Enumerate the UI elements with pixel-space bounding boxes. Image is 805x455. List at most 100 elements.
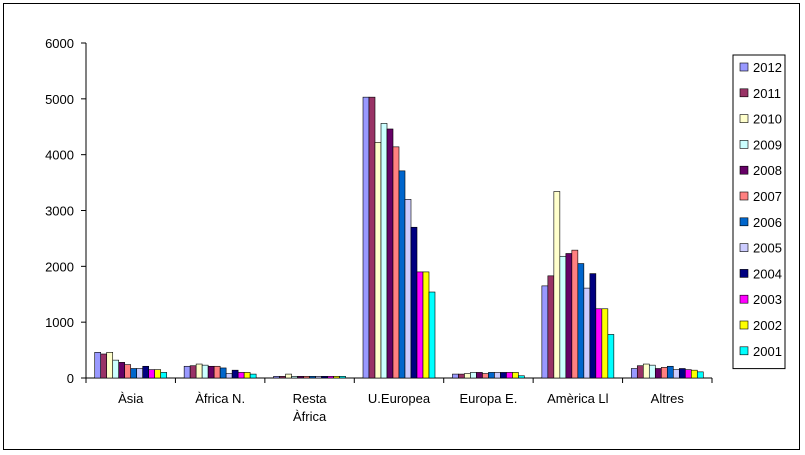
bar-2008-3 (386, 128, 394, 379)
bar-2004-0 (142, 365, 150, 379)
bar-2004-6 (678, 368, 686, 379)
legend-swatch-2011 (739, 88, 749, 98)
legend-swatch-2009 (739, 140, 749, 149)
legend-label-2005: 2005 (753, 241, 782, 256)
bar-2006-6 (666, 365, 674, 379)
bar-2007-3 (392, 146, 400, 379)
bar-2008-4 (476, 372, 483, 379)
bar-2003-2 (327, 376, 334, 379)
bar-2012-0 (94, 352, 102, 379)
bar-2004-3 (410, 226, 418, 379)
bar-2005-6 (672, 369, 680, 379)
bar-2003-3 (416, 271, 424, 379)
bar-2004-2 (321, 376, 328, 379)
legend-swatch-2008 (739, 165, 749, 175)
bar-2001-6 (696, 371, 704, 379)
bar-2008-5 (565, 253, 573, 379)
legend-label-2002: 2002 (753, 318, 782, 333)
bar-2003-5 (595, 308, 603, 379)
bar-2005-4 (494, 372, 501, 379)
bar-2008-6 (654, 368, 662, 379)
bar-2009-6 (648, 364, 656, 379)
bar-2007-2 (303, 376, 310, 379)
bar-2011-1 (189, 365, 197, 379)
bar-2009-3 (380, 123, 388, 379)
legend-swatch-2010 (739, 114, 749, 123)
bar-2007-4 (482, 373, 489, 379)
legend-label-2010: 2010 (753, 112, 782, 127)
bar-2010-6 (642, 363, 650, 379)
bar-2003-4 (506, 372, 513, 379)
bar-2012-5 (541, 285, 549, 379)
x-category-label: Altres (651, 391, 685, 406)
y-tick-label: 2000 (45, 259, 74, 274)
bar-2006-2 (309, 376, 316, 379)
bar-2002-6 (690, 369, 698, 379)
legend-swatch-2004 (739, 269, 749, 278)
x-category-label: Resta (293, 391, 328, 406)
bar-2011-0 (100, 353, 108, 379)
legend-swatch-2002 (739, 320, 749, 330)
bar-2006-0 (130, 368, 138, 379)
bar-2010-4 (464, 373, 471, 379)
bar-2001-3 (428, 291, 436, 379)
bar-2002-0 (154, 369, 162, 379)
bar-2002-4 (512, 372, 519, 379)
bar-2009-2 (291, 376, 298, 379)
bar-2011-5 (547, 275, 555, 379)
bar-2012-1 (183, 365, 191, 379)
bar-2010-2 (285, 373, 292, 379)
bar-2006-4 (488, 372, 495, 379)
legend-label-2009: 2009 (753, 137, 782, 152)
legend-label-2007: 2007 (753, 189, 782, 204)
legend-swatch-2007 (739, 191, 749, 201)
bar-2005-3 (404, 199, 412, 379)
bar-2001-5 (607, 334, 615, 379)
bar-2004-5 (589, 273, 597, 379)
bar-2001-4 (518, 375, 525, 379)
legend-swatch-2006 (739, 217, 749, 227)
bar-2011-3 (368, 96, 376, 379)
bar-2008-1 (207, 365, 215, 379)
bar-2009-1 (201, 364, 209, 379)
bar-2004-1 (231, 369, 239, 379)
bar-2001-1 (249, 373, 257, 379)
legend-label-2012: 2012 (753, 60, 782, 75)
x-category-label: Amèrica Ll (547, 391, 609, 406)
bar-2001-0 (160, 372, 168, 379)
legend-label-2006: 2006 (753, 215, 782, 230)
legend-label-2004: 2004 (753, 266, 782, 281)
bar-2002-1 (243, 372, 251, 379)
bar-2008-0 (118, 362, 126, 379)
bar-2006-5 (577, 263, 585, 379)
legend-label-2008: 2008 (753, 163, 782, 178)
bar-2010-3 (374, 142, 382, 379)
legend-swatch-2003 (739, 294, 749, 304)
y-tick-label: 3000 (45, 204, 74, 219)
x-category-label: U.Europea (368, 391, 431, 406)
bar-2011-2 (279, 376, 286, 379)
bar-2010-0 (106, 352, 114, 379)
bar-2009-4 (470, 372, 477, 379)
x-category-label: Àsia (118, 391, 144, 406)
y-tick-label: 4000 (45, 148, 74, 163)
legend-label-2003: 2003 (753, 292, 782, 307)
x-category-label: Europa E. (460, 391, 518, 406)
y-tick-label: 5000 (45, 92, 74, 107)
bar-2002-3 (422, 271, 430, 379)
legend-box (732, 54, 786, 370)
y-tick-label: 0 (67, 371, 74, 386)
bar-2007-1 (213, 365, 221, 379)
bar-2007-5 (571, 249, 579, 379)
legend-swatch-2012 (739, 62, 749, 72)
bar-2011-6 (636, 365, 644, 379)
bar-2004-4 (500, 372, 507, 379)
bar-2005-0 (136, 368, 144, 379)
bar-2012-3 (362, 96, 370, 379)
legend-label-2001: 2001 (753, 344, 782, 359)
bar-2002-5 (601, 308, 609, 379)
x-category-label: Àfrica (293, 409, 327, 424)
bar-2003-0 (148, 369, 156, 379)
bar-2005-5 (583, 287, 591, 379)
